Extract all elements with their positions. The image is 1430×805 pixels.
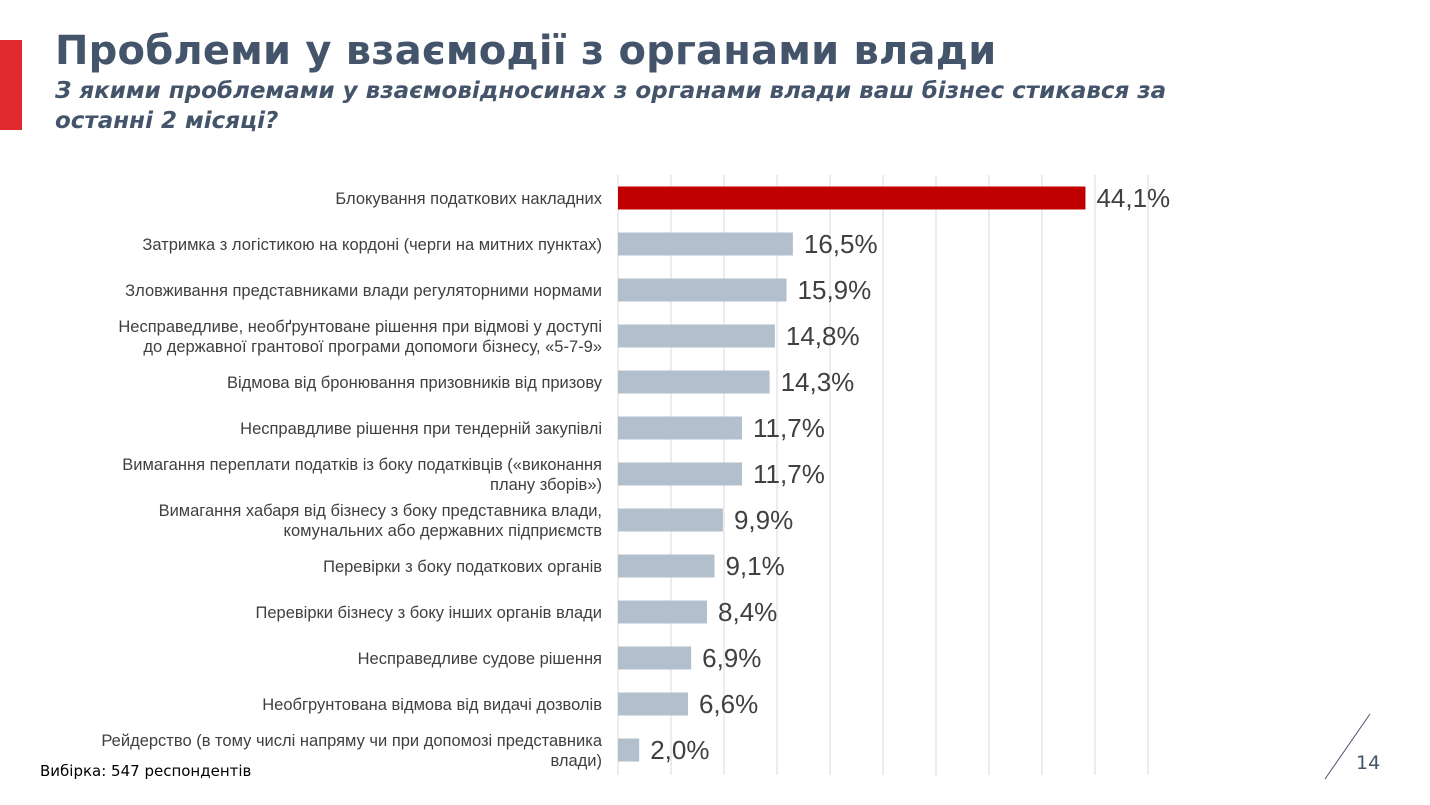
decorative-slash	[1324, 713, 1371, 780]
value-label-7: 11,7%	[753, 459, 825, 489]
value-label-5: 14,3%	[781, 367, 855, 397]
category-label-12: Необгрунтована відмова від видачі дозвол…	[262, 696, 602, 714]
category-label-4: Несправедливе, необґрунтоване рішення пр…	[118, 318, 602, 356]
category-label-9: Перевірки з боку податкових органів	[323, 558, 602, 576]
category-label-11: Несправедливе судове рішення	[358, 650, 602, 668]
category-label-7: Вимагання переплати податків із боку под…	[122, 456, 602, 494]
page-number: 14	[1356, 752, 1381, 774]
bar-13	[618, 738, 640, 762]
value-label-3: 15,9%	[798, 275, 872, 305]
bar-7	[618, 462, 743, 486]
category-label-3: Зловживання представниками влади регулят…	[125, 282, 602, 300]
value-label-10: 8,4%	[718, 597, 777, 627]
accent-bar	[0, 40, 22, 130]
value-label-6: 11,7%	[753, 413, 825, 443]
bar-1	[618, 186, 1086, 210]
bar-6	[618, 416, 743, 440]
value-label-9: 9,1%	[725, 551, 784, 581]
bar-8	[618, 508, 723, 532]
bar-5	[618, 370, 770, 394]
value-label-8: 9,9%	[734, 505, 793, 535]
bar-9	[618, 554, 715, 578]
category-label-2: Затримка з логістикою на кордоні (черги …	[142, 236, 602, 254]
bar-2	[618, 232, 793, 256]
category-label-5: Відмова від бронювання призовників від п…	[227, 374, 603, 392]
value-label-4: 14,8%	[786, 321, 860, 351]
bar-10	[618, 600, 708, 624]
value-label-2: 16,5%	[804, 229, 878, 259]
value-label-12: 6,6%	[699, 689, 758, 719]
bar-11	[618, 646, 692, 670]
slide-title: Проблеми у взаємодії з органами влади	[55, 28, 997, 74]
category-label-1: Блокування податкових накладних	[335, 190, 602, 208]
bar-4	[618, 324, 775, 348]
value-label-1: 44,1%	[1096, 183, 1170, 213]
category-label-10: Перевірки бізнесу з боку інших органів в…	[256, 604, 603, 622]
value-label-13: 2,0%	[650, 735, 709, 765]
value-label-11: 6,9%	[702, 643, 761, 673]
category-label-13: Рейдерство (в тому числі напряму чи при …	[101, 732, 602, 770]
category-label-8: Вимагання хабаря від бізнесу з боку пред…	[159, 502, 603, 540]
bar-12	[618, 692, 688, 716]
slide-subtitle: З якими проблемами у взаємовідносинах з …	[55, 78, 1167, 134]
bar-3	[618, 278, 787, 302]
sample-note: Вибірка: 547 респондентів	[40, 762, 252, 780]
category-label-6: Несправдливе рішення при тендерній закуп…	[240, 420, 602, 438]
